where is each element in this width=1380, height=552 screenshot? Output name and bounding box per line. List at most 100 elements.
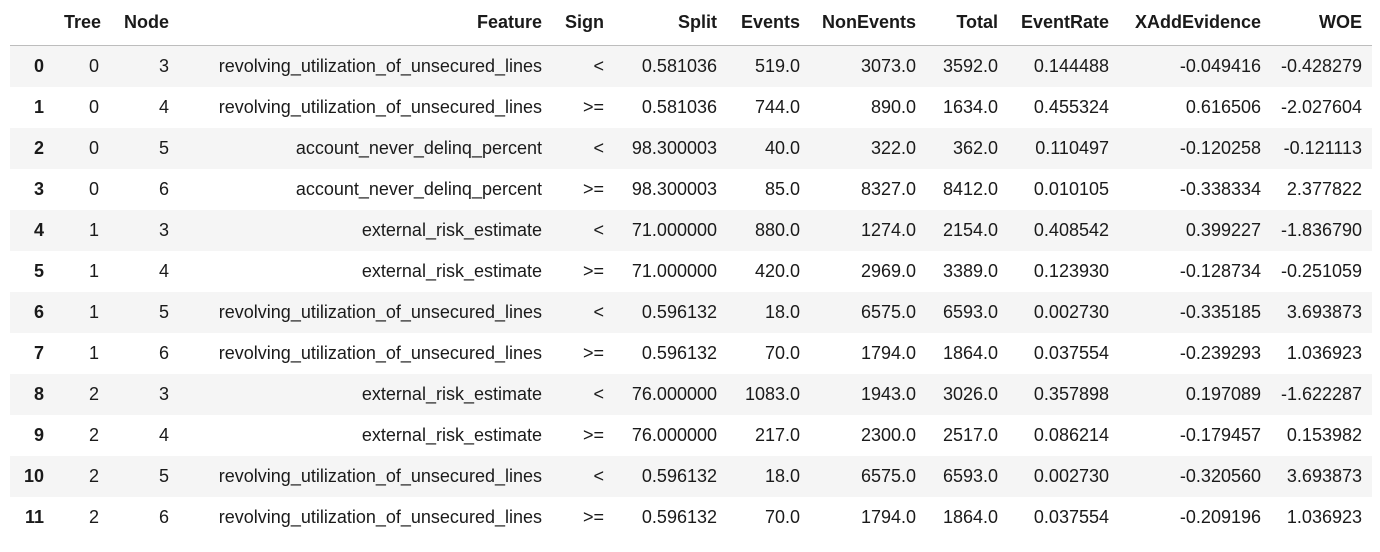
events-cell: 420.0 — [754, 260, 800, 281]
total-cell: 1634.0 — [942, 96, 998, 117]
table-row: 1 0 4 revolving_utilization_of_unsecured_li… — [10, 86, 1372, 128]
row-index: 5 — [33, 260, 44, 281]
events-cell: 70.0 — [764, 506, 800, 527]
row-index: 3 — [33, 178, 44, 199]
feature-cell: revolving_utilization_of_unsecured_lines — [218, 342, 542, 363]
split-cell: 98.300003 — [631, 178, 717, 199]
woe-cell: 3.693873 — [1286, 465, 1362, 486]
split-cell: 71.000000 — [631, 219, 717, 240]
row-index: 7 — [33, 342, 44, 363]
column-header-nonevents: NonEvents — [810, 0, 926, 46]
total-cell: 2517.0 — [942, 424, 998, 445]
nonevents-cell: 1794.0 — [860, 506, 916, 527]
xaddevidence-cell: 0.197089 — [1185, 383, 1261, 404]
woe-cell: 0.153982 — [1286, 424, 1362, 445]
events-cell: 880.0 — [754, 219, 800, 240]
split-cell: 0.596132 — [641, 342, 717, 363]
tree-cell: 1 — [88, 260, 99, 281]
column-header-split: Split — [614, 0, 727, 46]
row-index: 6 — [33, 301, 44, 322]
row-index: 4 — [33, 219, 44, 240]
table-row: 4 1 3 external_risk_estimate <71.000000 880.0… — [10, 209, 1372, 251]
table-row: 7 1 6 revolving_utilization_of_unsecured_li… — [10, 332, 1372, 374]
xaddevidence-cell: 0.616506 — [1185, 96, 1261, 117]
feature-cell: revolving_utilization_of_unsecured_lines — [218, 465, 542, 486]
feature-cell: revolving_utilization_of_unsecured_lines — [218, 506, 542, 527]
feature-cell: external_risk_estimate — [361, 383, 542, 404]
row-index: 11 — [24, 506, 44, 527]
split-cell: 76.000000 — [631, 424, 717, 445]
sign-cell: >= — [582, 178, 604, 199]
table-row: 3 0 6 account_never_delinq_percent >= 98.3000… — [10, 168, 1372, 210]
feature-cell: revolving_utilization_of_unsecured_lines — [218, 301, 542, 322]
eventrate-cell: 0.144488 — [1033, 55, 1109, 76]
total-cell: 3592.0 — [942, 55, 998, 76]
events-cell: 519.0 — [754, 55, 800, 76]
xaddevidence-cell: -0.120258 — [1179, 137, 1261, 158]
sign-cell: < — [593, 301, 604, 322]
split-cell: 0.596132 — [641, 301, 717, 322]
eventrate-cell: 0.455324 — [1033, 96, 1109, 117]
row-index: 1 — [33, 96, 44, 117]
column-header-sign: Sign — [552, 0, 614, 46]
split-cell: 0.596132 — [641, 465, 717, 486]
tree-cell: 2 — [88, 506, 99, 527]
woe-cell: -1.836790 — [1281, 219, 1363, 240]
total-cell: 1864.0 — [942, 342, 998, 363]
table-row: 8 2 3 external_risk_estimate <76.000000 1083.… — [10, 373, 1372, 415]
table-row: 11 2 6 revolving_utilization_of_unsecured_l… — [10, 496, 1372, 538]
total-cell: 362.0 — [952, 137, 998, 158]
events-cell: 40.0 — [764, 137, 800, 158]
eventrate-cell: 0.086214 — [1033, 424, 1109, 445]
node-cell: 4 — [158, 424, 169, 445]
events-cell: 217.0 — [754, 424, 800, 445]
column-header-total: Total — [926, 0, 1008, 46]
eventrate-cell: 0.037554 — [1033, 342, 1109, 363]
total-cell: 2154.0 — [942, 219, 998, 240]
nonevents-cell: 6575.0 — [860, 301, 916, 322]
eventrate-cell: 0.408542 — [1033, 219, 1109, 240]
tree-cell: 1 — [88, 342, 99, 363]
events-cell: 1083.0 — [744, 383, 800, 404]
eventrate-cell: 0.002730 — [1033, 465, 1109, 486]
row-index: 10 — [23, 465, 44, 486]
events-cell: 18.0 — [764, 301, 800, 322]
sign-cell: < — [593, 383, 604, 404]
column-header-events: Events — [727, 0, 810, 46]
total-cell: 6593.0 — [942, 465, 998, 486]
node-cell: 6 — [158, 506, 169, 527]
eventrate-cell: 0.002730 — [1033, 301, 1109, 322]
row-index: 8 — [33, 383, 44, 404]
total-cell: 3389.0 — [942, 260, 998, 281]
split-cell: 0.581036 — [641, 55, 717, 76]
nonevents-cell: 1274.0 — [860, 219, 916, 240]
sign-cell: < — [593, 465, 604, 486]
woe-cell: -2.027604 — [1281, 96, 1363, 117]
column-header-tree: Tree — [54, 0, 109, 46]
xaddevidence-cell: -0.335185 — [1179, 301, 1261, 322]
tree-cell: 1 — [88, 301, 99, 322]
events-cell: 85.0 — [764, 178, 800, 199]
split-cell: 98.300003 — [631, 137, 717, 158]
woe-cell: -0.251059 — [1281, 260, 1363, 281]
nonevents-cell: 8327.0 — [860, 178, 916, 199]
nonevents-cell: 1943.0 — [860, 383, 916, 404]
tree-cell: 0 — [88, 55, 99, 76]
column-header-eventrate: EventRate — [1008, 0, 1119, 46]
node-cell: 4 — [158, 260, 169, 281]
sign-cell: < — [593, 137, 604, 158]
index-header — [10, 0, 54, 46]
woe-cell: 3.693873 — [1286, 301, 1362, 322]
sign-cell: >= — [582, 506, 604, 527]
total-cell: 1864.0 — [942, 506, 998, 527]
split-cell: 0.596132 — [641, 506, 717, 527]
xaddevidence-cell: 0.399227 — [1185, 219, 1261, 240]
tree-cell: 0 — [88, 137, 99, 158]
feature-cell: external_risk_estimate — [361, 219, 542, 240]
nonevents-cell: 890.0 — [870, 96, 916, 117]
sign-cell: >= — [582, 260, 604, 281]
nonevents-cell: 322.0 — [870, 137, 916, 158]
woe-cell: 1.036923 — [1286, 506, 1362, 527]
table-row: 5 1 4 external_risk_estimate >= 71.000000 420.… — [10, 250, 1372, 292]
split-cell: 76.000000 — [631, 383, 717, 404]
